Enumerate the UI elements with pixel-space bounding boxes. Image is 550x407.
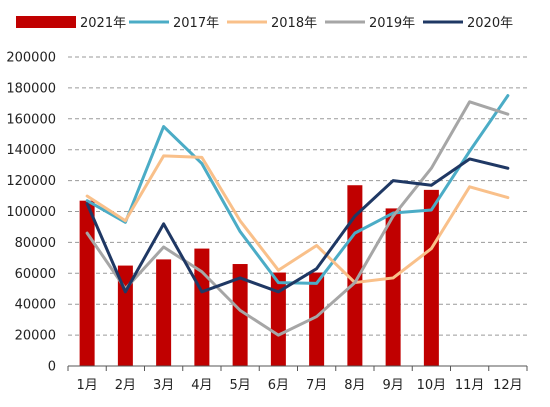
legend: 2021年 2017年 2018年 2019年 2020年 [16,16,513,31]
series-line [85,157,510,294]
y-tick-label: 60000 [15,267,56,282]
x-axis: 1月 2月 3月 4月 5月 6月 7月 8月 9月 10月 11月 12月 [67,365,528,393]
bar [385,208,401,366]
legend-swatch [16,16,76,28]
x-tick-label: 1月 [76,378,97,393]
bar [423,189,439,366]
x-tick-label: 6月 [268,378,289,393]
x-tick-label: 8月 [344,378,365,393]
legend-label: 2017年 [173,16,219,31]
bar [232,264,248,366]
y-tick-label: 40000 [15,298,56,313]
legend-label: 2018年 [271,16,317,31]
x-tick-label: 4月 [191,378,212,393]
bar [194,248,210,366]
x-tick-label: 5月 [229,378,250,393]
bar [270,272,286,366]
legend-item: 2020年 [423,16,513,31]
y-tick-label: 200000 [6,51,56,66]
legend-item: 2017年 [129,16,219,31]
legend-item: 2021年 [16,16,126,31]
y-tick-label: 140000 [6,143,56,158]
y-tick-label: 180000 [6,81,56,96]
x-tick-label: 2月 [115,378,136,393]
series-line [85,94,510,285]
series-line [85,100,510,337]
y-tick-label: 20000 [15,329,56,344]
legend-label: 2021年 [80,16,126,31]
x-tick-label: 11月 [455,378,485,393]
legend-label: 2019年 [369,16,415,31]
legend-label: 2020年 [467,16,513,31]
y-tick-label: 0 [48,360,56,375]
line-series [85,94,510,337]
bar [156,259,172,366]
x-tick-label: 9月 [382,378,403,393]
y-tick-label: 80000 [15,236,56,251]
x-tick-label: 10月 [417,378,447,393]
bar [117,265,133,366]
x-tick-label: 7月 [306,378,327,393]
x-tick-label: 3月 [153,378,174,393]
bar [79,200,95,366]
x-tick-label: 12月 [493,378,523,393]
y-tick-label: 120000 [6,174,56,189]
legend-item: 2019年 [325,16,415,31]
y-axis: 0 20000 40000 60000 80000 100000 120000 140000 1… [6,51,56,375]
y-tick-label: 160000 [6,112,56,127]
series-line [85,154,510,285]
legend-item: 2018年 [227,16,317,31]
bar [309,272,325,366]
y-tick-label: 100000 [6,205,56,220]
